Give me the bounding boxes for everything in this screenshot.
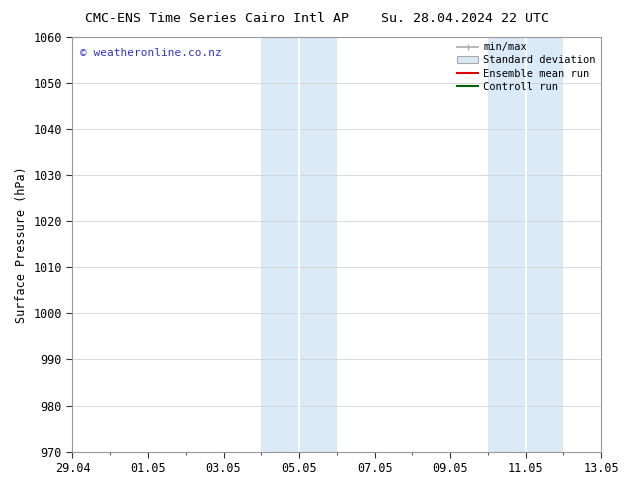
Text: CMC-ENS Time Series Cairo Intl AP    Su. 28.04.2024 22 UTC: CMC-ENS Time Series Cairo Intl AP Su. 28… xyxy=(85,12,549,25)
Bar xyxy=(261,37,337,452)
Legend: min/max, Standard deviation, Ensemble mean run, Controll run: min/max, Standard deviation, Ensemble me… xyxy=(458,42,596,92)
Text: © weatheronline.co.nz: © weatheronline.co.nz xyxy=(81,48,222,57)
Bar xyxy=(488,37,564,452)
Y-axis label: Surface Pressure (hPa): Surface Pressure (hPa) xyxy=(15,166,28,323)
